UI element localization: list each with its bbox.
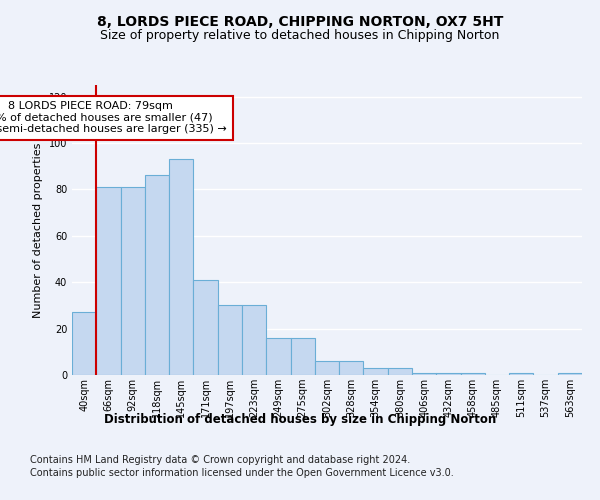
Bar [218,306,242,375]
Bar [242,306,266,375]
Bar [169,159,193,375]
Text: 8, LORDS PIECE ROAD, CHIPPING NORTON, OX7 5HT: 8, LORDS PIECE ROAD, CHIPPING NORTON, OX… [97,15,503,29]
Bar [145,176,169,375]
Bar [339,361,364,375]
Bar [558,372,582,375]
Bar [461,372,485,375]
Bar [96,187,121,375]
Bar [412,372,436,375]
Bar [509,372,533,375]
Bar [193,280,218,375]
Bar [72,312,96,375]
Text: Contains public sector information licensed under the Open Government Licence v3: Contains public sector information licen… [30,468,454,477]
Y-axis label: Number of detached properties: Number of detached properties [33,142,43,318]
Text: 8 LORDS PIECE ROAD: 79sqm
← 12% of detached houses are smaller (47)
86% of semi-: 8 LORDS PIECE ROAD: 79sqm ← 12% of detac… [0,101,227,134]
Text: Size of property relative to detached houses in Chipping Norton: Size of property relative to detached ho… [100,29,500,42]
Bar [290,338,315,375]
Text: Contains HM Land Registry data © Crown copyright and database right 2024.: Contains HM Land Registry data © Crown c… [30,455,410,465]
Bar [364,368,388,375]
Bar [388,368,412,375]
Bar [266,338,290,375]
Bar [315,361,339,375]
Bar [436,372,461,375]
Text: Distribution of detached houses by size in Chipping Norton: Distribution of detached houses by size … [104,412,496,426]
Bar [121,187,145,375]
